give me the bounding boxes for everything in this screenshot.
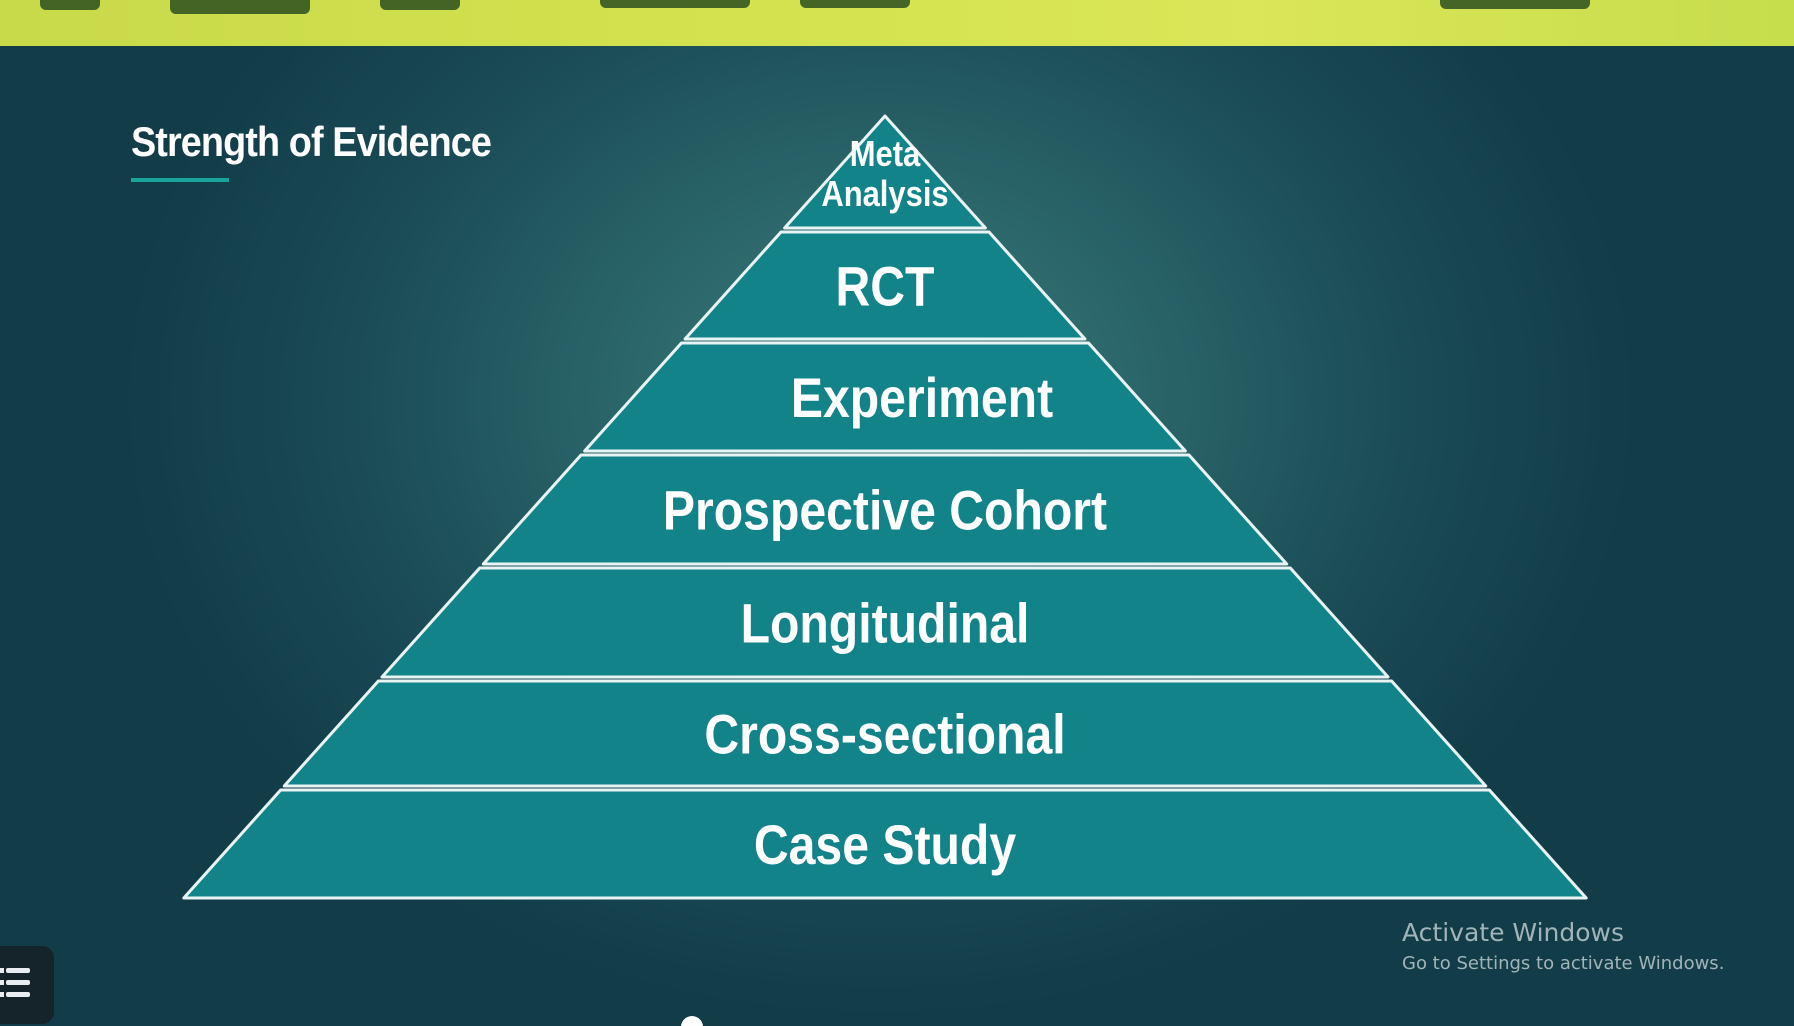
pyramid-tier-2 [583, 341, 1187, 453]
pyramid-tier-5 [282, 679, 1488, 788]
watermark-title: Activate Windows [1402, 918, 1624, 947]
pyramid-tier-label-2: Experiment [791, 368, 1053, 430]
pyramid-tier-label-0-1: Analysis [821, 175, 948, 215]
menu-button[interactable] [0, 946, 54, 1024]
activate-windows-watermark: Activate Windows Go to Settings to activ… [1402, 918, 1724, 974]
pyramid-tier-0 [783, 114, 987, 230]
pyramid-tier-label-0-0: Meta [850, 135, 921, 175]
slide-title: Strength of Evidence [131, 118, 492, 165]
pyramid-tier-4 [380, 566, 1390, 679]
pyramid-tier-1 [683, 230, 1087, 341]
title-underline [131, 178, 229, 182]
pyramid-tier-label-3: Prospective Cohort [663, 480, 1107, 542]
top-banner [0, 0, 1794, 46]
pyramid-tier-label-1: RCT [836, 256, 935, 318]
pyramid-tier-3 [481, 453, 1289, 566]
pyramid-tier-6 [182, 788, 1588, 900]
playback-scrubber-handle[interactable] [681, 1016, 703, 1026]
watermark-subtitle: Go to Settings to activate Windows. [1402, 953, 1725, 974]
pyramid-tier-label-4: Longitudinal [741, 593, 1030, 655]
pyramid-tier-label-6: Case Study [754, 815, 1016, 877]
pyramid-tier-label-5: Cross-sectional [704, 704, 1065, 766]
